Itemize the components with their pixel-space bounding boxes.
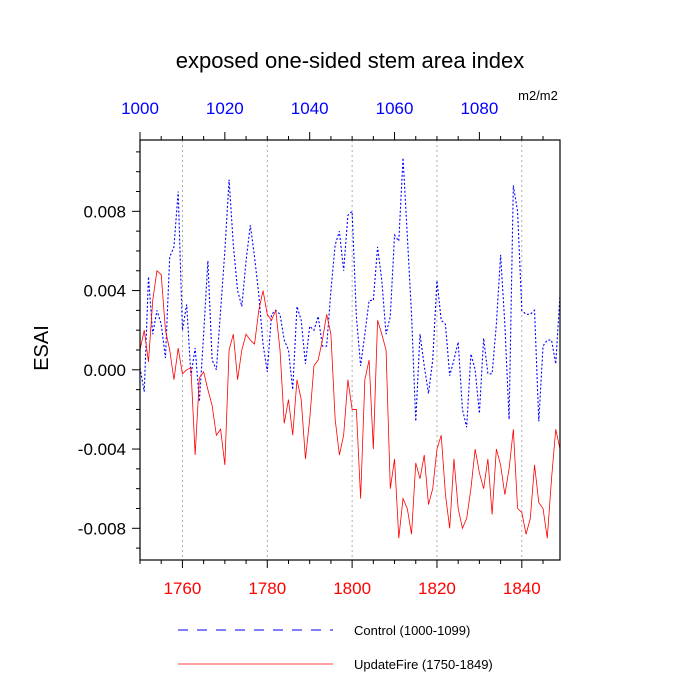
x-top-tick-label: 1040 xyxy=(291,99,329,118)
y-axis-label: ESAI xyxy=(31,325,53,371)
legend: Control (1000-1099) UpdateFire (1750-1849… xyxy=(178,623,493,672)
y-tick-label: 0.008 xyxy=(83,202,126,221)
x-top-tick-label: 1020 xyxy=(206,99,244,118)
series-line-control xyxy=(139,157,561,428)
vertical-gridlines xyxy=(182,140,523,560)
x-bottom-tick-label: 1820 xyxy=(418,579,456,598)
axis-ticks xyxy=(132,132,544,568)
y-tick-label: -0.008 xyxy=(78,519,126,538)
x-bottom-tick-label: 1780 xyxy=(248,579,286,598)
legend-label-control: Control (1000-1099) xyxy=(354,623,470,638)
plot-frame xyxy=(139,139,561,561)
x-top-tick-label: 1000 xyxy=(121,99,159,118)
axis-tick-labels: -0.008 -0.004 0.000 0.004 0.008 1760 1780 1800 1… xyxy=(78,99,541,598)
series-line-updatefire xyxy=(139,269,561,539)
x-bottom-tick-label: 1760 xyxy=(164,579,202,598)
x-top-tick-label: 1060 xyxy=(376,99,414,118)
legend-label-updatefire: UpdateFire (1750-1849) xyxy=(354,657,493,672)
y-tick-label: 0.004 xyxy=(83,282,126,301)
x-top-tick-label: 1080 xyxy=(460,99,498,118)
x-bottom-tick-label: 1800 xyxy=(333,579,371,598)
y-tick-label: -0.004 xyxy=(78,440,126,459)
units-label: m2/m2 xyxy=(518,88,558,103)
series-group xyxy=(139,157,561,539)
x-bottom-tick-label: 1840 xyxy=(503,579,541,598)
chart-title: exposed one-sided stem area index xyxy=(176,48,525,73)
y-tick-label: 0.000 xyxy=(83,361,126,380)
